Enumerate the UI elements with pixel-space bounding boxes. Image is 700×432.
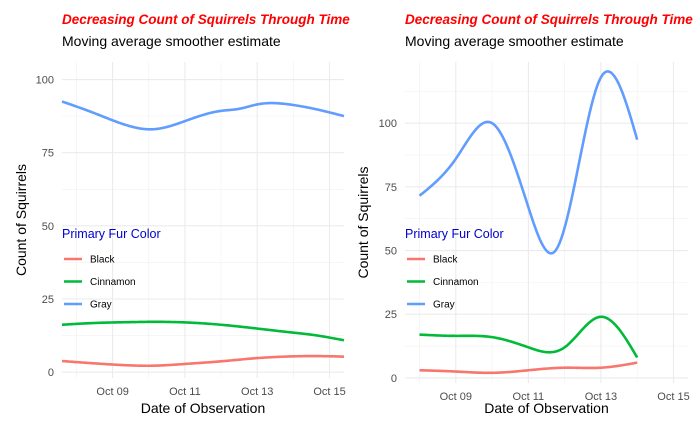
- series-line-gray: [61, 100, 345, 131]
- y-axis-title: Count of Squirrels: [355, 166, 371, 278]
- y-tick-label: 100: [36, 75, 54, 87]
- y-tick-label: 75: [385, 182, 397, 194]
- gridlines: [62, 62, 344, 378]
- chart-panel-1: Decreasing Count of Squirrels Through Ti…: [13, 12, 350, 416]
- chart-title: Decreasing Count of Squirrels Through Ti…: [405, 12, 693, 27]
- x-axis-title: Date of Observation: [484, 400, 609, 416]
- series-line-cinnamon: [61, 320, 345, 342]
- gridlines: [405, 62, 688, 383]
- legend-title: Primary Fur Color: [62, 227, 161, 241]
- legend: Primary Fur Color Black Cinnamon Gray: [405, 227, 504, 311]
- legend-label-black: Black: [90, 255, 115, 266]
- x-tick-label: Oct 09: [440, 391, 472, 403]
- y-tick-label: 50: [385, 246, 397, 258]
- y-tick-label: 25: [385, 309, 397, 321]
- y-tick-label: 0: [48, 367, 54, 379]
- legend-label-cinnamon: Cinnamon: [90, 277, 136, 288]
- series-lines: [61, 100, 345, 368]
- legend-label-gray: Gray: [433, 300, 455, 311]
- series-line-cinnamon: [419, 315, 639, 359]
- chart-panel-2: Decreasing Count of Squirrels Through Ti…: [355, 12, 693, 416]
- series-lines: [418, 70, 639, 375]
- legend-label-black: Black: [433, 255, 458, 266]
- series-line-black: [419, 361, 638, 375]
- x-tick-label: Oct 13: [585, 391, 617, 403]
- legend: Primary Fur Color Black Cinnamon Gray: [62, 227, 161, 311]
- y-tick-label: 25: [42, 294, 54, 306]
- legend-label-cinnamon: Cinnamon: [433, 277, 479, 288]
- x-tick-label: Oct 15: [657, 391, 689, 403]
- x-axis-title: Date of Observation: [141, 400, 266, 416]
- x-tick-label: Oct 09: [96, 386, 128, 398]
- y-tick-label: 50: [42, 221, 54, 233]
- x-tick-label: Oct 15: [313, 386, 345, 398]
- y-axis-title: Count of Squirrels: [13, 164, 29, 276]
- x-tick-label: Oct 13: [241, 386, 273, 398]
- chart-subtitle: Moving average smoother estimate: [405, 33, 624, 49]
- chart-title: Decreasing Count of Squirrels Through Ti…: [62, 12, 350, 27]
- series-line-black: [61, 354, 345, 368]
- legend-label-gray: Gray: [90, 300, 112, 311]
- x-tick-label: Oct 11: [513, 391, 545, 403]
- y-tick-label: 100: [379, 118, 397, 130]
- legend-title: Primary Fur Color: [405, 227, 504, 241]
- x-tick-label: Oct 11: [169, 386, 201, 398]
- y-tick-label: 75: [42, 148, 54, 160]
- chart-subtitle: Moving average smoother estimate: [62, 33, 281, 49]
- series-line-gray: [418, 70, 639, 255]
- y-tick-label: 0: [391, 373, 397, 385]
